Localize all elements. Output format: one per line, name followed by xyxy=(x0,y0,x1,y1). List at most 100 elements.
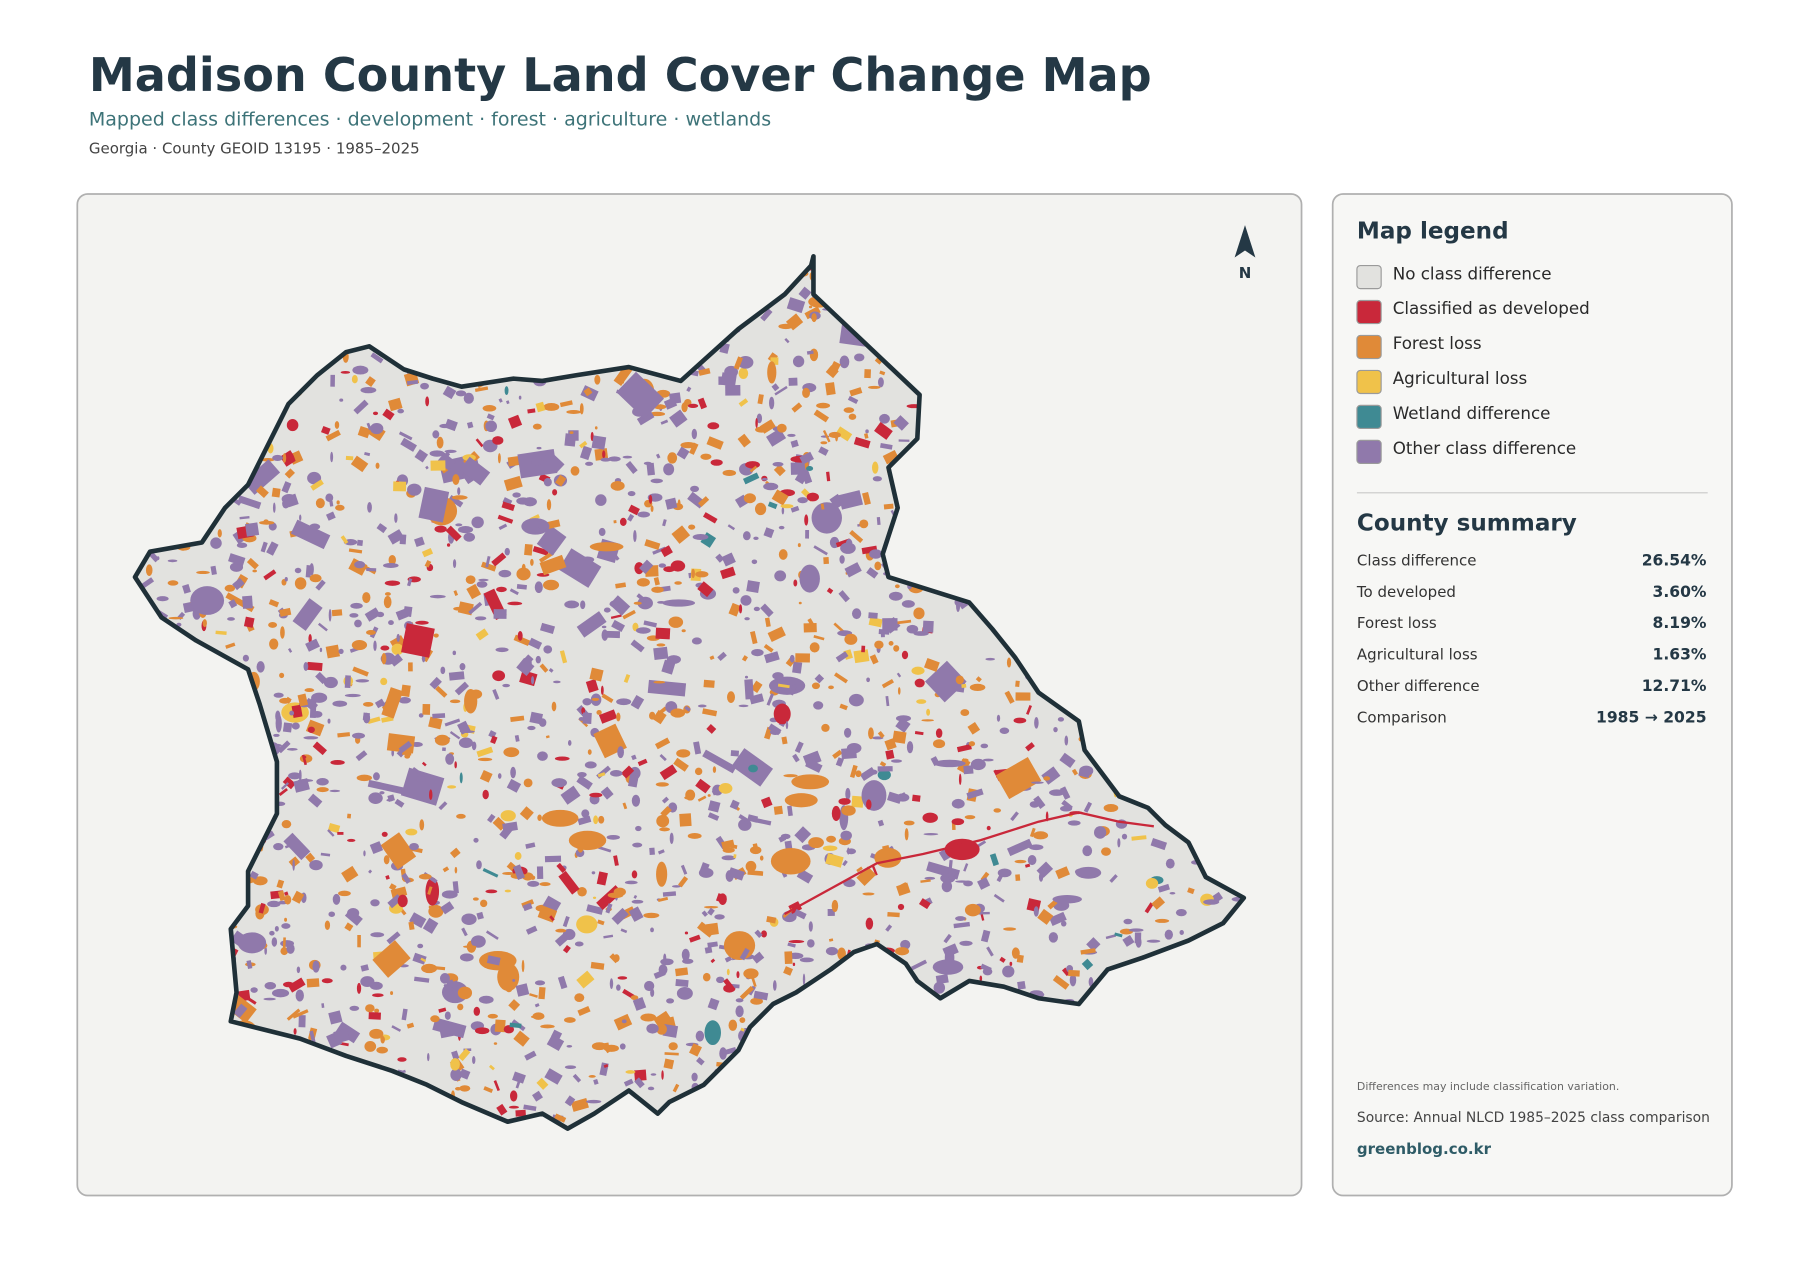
map-patch xyxy=(521,563,526,573)
map-patch xyxy=(344,922,354,932)
map-patch xyxy=(439,973,450,984)
map-patch xyxy=(398,696,411,704)
map-patch xyxy=(340,535,349,545)
map-patch xyxy=(1043,776,1051,781)
map-patch xyxy=(1105,934,1117,940)
map-patch xyxy=(309,563,314,576)
map-patch xyxy=(977,877,991,890)
map-patch xyxy=(689,442,699,455)
map-patch xyxy=(1175,908,1187,917)
map-patch xyxy=(847,395,859,405)
map-patch xyxy=(958,773,962,786)
map-patch xyxy=(393,481,407,492)
map-patch xyxy=(597,919,605,926)
map-patch xyxy=(508,999,521,1011)
map-patch xyxy=(338,890,351,897)
map-patch xyxy=(260,541,268,553)
map-patch xyxy=(196,570,210,575)
map-patch xyxy=(355,679,370,683)
map-patch xyxy=(364,451,371,457)
map-patch xyxy=(273,733,280,737)
map-patch xyxy=(298,1015,306,1028)
map-patch xyxy=(566,410,582,414)
map-patch xyxy=(634,562,644,575)
map-patch xyxy=(429,450,445,457)
map-patch xyxy=(851,795,864,808)
map-patch xyxy=(598,709,618,724)
map-patch xyxy=(753,606,760,612)
map-patch xyxy=(250,987,258,993)
map-patch xyxy=(609,978,614,990)
map-patch xyxy=(680,441,697,449)
map-patch xyxy=(872,461,879,474)
map-patch xyxy=(311,692,328,703)
map-patch xyxy=(676,987,693,1000)
map-patch xyxy=(237,495,262,510)
map-patch xyxy=(650,505,654,512)
map-patch xyxy=(1029,827,1036,838)
map-patch xyxy=(724,955,733,963)
map-patch xyxy=(243,616,255,628)
map-patch xyxy=(1165,858,1175,869)
map-patch xyxy=(273,843,284,851)
map-patch xyxy=(478,578,489,582)
map-patch xyxy=(246,557,259,570)
map-patch xyxy=(417,943,424,949)
map-patch xyxy=(458,1068,471,1080)
map-patch xyxy=(603,1044,619,1052)
map-patch xyxy=(347,908,360,918)
map-patch xyxy=(744,617,750,621)
map-patch xyxy=(381,715,394,723)
map-patch xyxy=(1083,801,1093,813)
map-patch xyxy=(1013,717,1027,724)
map-patch xyxy=(741,655,748,662)
map-patch xyxy=(901,600,915,608)
map-patch xyxy=(514,852,522,860)
map-patch xyxy=(835,757,844,767)
map-patch xyxy=(631,870,638,879)
map-patch xyxy=(952,686,964,690)
map-patch xyxy=(980,929,991,943)
source: Source: Annual NLCD 1985–2025 class comp… xyxy=(1357,1110,1710,1126)
map-patch xyxy=(286,1008,301,1021)
map-patch xyxy=(862,492,871,506)
map-patch xyxy=(532,423,542,430)
map-patch xyxy=(537,521,549,532)
map-patch xyxy=(370,352,384,364)
map-patch xyxy=(733,356,743,370)
map-patch xyxy=(789,654,795,663)
map-patch xyxy=(579,403,584,415)
map-patch xyxy=(615,582,627,589)
map-patch xyxy=(414,449,429,463)
map-patch xyxy=(252,876,268,886)
map-patch xyxy=(356,539,364,546)
map-patch xyxy=(406,379,419,385)
map-patch xyxy=(1060,920,1067,927)
map-patch xyxy=(350,602,363,609)
map-patch xyxy=(443,983,458,993)
map-patch xyxy=(544,1068,563,1085)
map-patch xyxy=(566,1044,573,1048)
map-patch xyxy=(516,657,535,676)
map-patch xyxy=(977,911,990,915)
map-patch xyxy=(398,431,413,441)
map-patch xyxy=(753,536,759,541)
map-patch xyxy=(657,896,669,903)
map-patch xyxy=(464,688,478,714)
map-patch xyxy=(753,990,769,1001)
map-patch xyxy=(601,629,609,641)
map-patch xyxy=(624,880,638,885)
map-patch xyxy=(577,815,592,826)
map-patch xyxy=(589,792,603,798)
map-patch xyxy=(666,655,681,664)
map-patch xyxy=(623,674,631,684)
map-patch xyxy=(228,599,238,609)
map-patch xyxy=(340,370,351,374)
map-patch xyxy=(849,387,863,397)
map-patch xyxy=(846,742,862,754)
map-patch xyxy=(794,741,804,754)
map-patch xyxy=(662,519,667,527)
map-patch xyxy=(242,654,249,662)
map-patch xyxy=(653,577,660,586)
map-patch xyxy=(1028,844,1044,851)
